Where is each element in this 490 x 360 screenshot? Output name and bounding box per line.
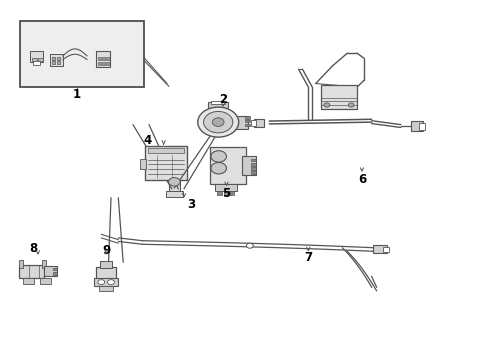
- Bar: [140, 158, 146, 169]
- Bar: [210, 147, 246, 184]
- Bar: [169, 178, 180, 192]
- Circle shape: [212, 118, 224, 126]
- Bar: [100, 261, 112, 268]
- Text: 7: 7: [304, 251, 313, 264]
- Bar: [251, 163, 256, 166]
- Bar: [419, 123, 425, 130]
- Bar: [106, 57, 109, 60]
- Bar: [211, 101, 225, 104]
- Bar: [106, 62, 109, 65]
- Text: 4: 4: [144, 134, 152, 147]
- Bar: [20, 260, 24, 267]
- Circle shape: [246, 243, 253, 248]
- Bar: [217, 191, 221, 195]
- Bar: [245, 120, 250, 122]
- Bar: [251, 167, 256, 170]
- Bar: [147, 148, 184, 153]
- Text: 2: 2: [219, 94, 227, 107]
- Bar: [383, 247, 389, 252]
- Circle shape: [211, 162, 226, 174]
- Bar: [373, 245, 387, 253]
- Bar: [145, 146, 187, 180]
- Bar: [102, 62, 105, 65]
- Bar: [102, 57, 105, 60]
- Circle shape: [203, 111, 233, 133]
- Bar: [94, 278, 118, 287]
- Bar: [24, 278, 34, 284]
- Bar: [223, 191, 228, 195]
- Bar: [320, 85, 357, 109]
- Circle shape: [348, 103, 354, 107]
- Bar: [20, 21, 144, 87]
- Circle shape: [169, 177, 180, 186]
- Bar: [57, 62, 60, 64]
- Text: 6: 6: [358, 173, 366, 186]
- Circle shape: [98, 280, 105, 285]
- Bar: [38, 58, 43, 62]
- Bar: [251, 158, 256, 161]
- Circle shape: [198, 107, 239, 137]
- Bar: [166, 191, 183, 197]
- Bar: [40, 278, 51, 284]
- Bar: [52, 272, 57, 275]
- Bar: [20, 21, 144, 87]
- Bar: [44, 266, 57, 276]
- Bar: [52, 62, 55, 64]
- Bar: [20, 265, 44, 278]
- Circle shape: [108, 280, 115, 285]
- Bar: [50, 54, 63, 66]
- Text: 5: 5: [222, 187, 231, 200]
- Bar: [230, 191, 234, 195]
- Bar: [42, 260, 46, 267]
- Bar: [30, 51, 43, 63]
- Bar: [32, 58, 37, 62]
- Bar: [251, 171, 256, 174]
- Bar: [242, 156, 256, 175]
- Circle shape: [324, 103, 330, 107]
- Text: 1: 1: [73, 88, 81, 101]
- Bar: [52, 267, 57, 270]
- Bar: [52, 57, 55, 60]
- Bar: [98, 57, 101, 60]
- Bar: [215, 184, 237, 192]
- Bar: [57, 57, 60, 60]
- Bar: [245, 116, 250, 118]
- Bar: [411, 121, 423, 131]
- Text: 9: 9: [102, 244, 110, 257]
- Bar: [245, 124, 250, 126]
- Bar: [98, 62, 101, 65]
- Bar: [254, 118, 264, 127]
- Bar: [97, 51, 110, 67]
- Bar: [251, 120, 256, 126]
- Bar: [32, 61, 40, 64]
- Circle shape: [211, 151, 226, 162]
- Bar: [234, 116, 248, 129]
- Text: 3: 3: [187, 198, 196, 211]
- Bar: [99, 286, 113, 291]
- Bar: [97, 267, 116, 279]
- Bar: [208, 102, 228, 110]
- Text: 8: 8: [29, 242, 37, 255]
